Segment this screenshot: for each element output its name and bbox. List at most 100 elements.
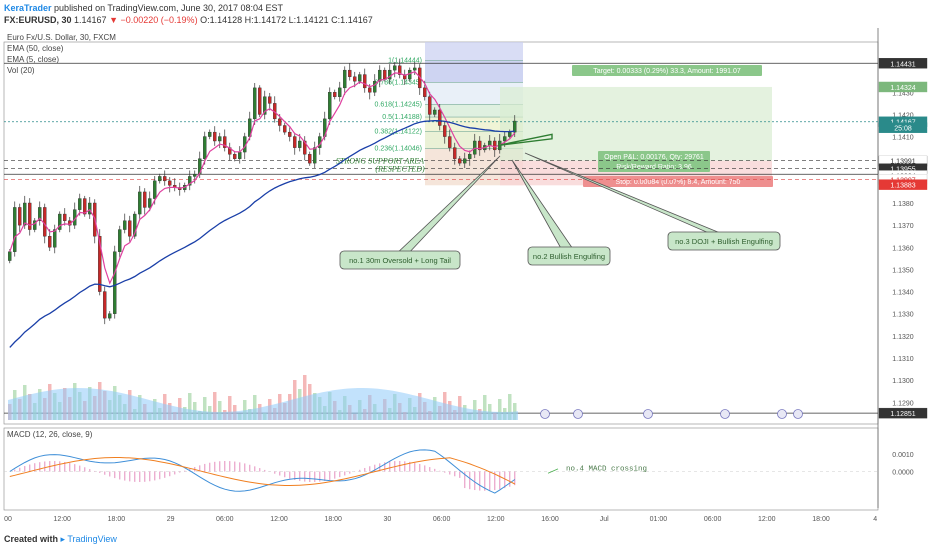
candle-body xyxy=(393,65,397,71)
candle-body xyxy=(353,76,357,82)
fib-level-label: 0.236(1.14046) xyxy=(375,146,422,153)
x-tick-label: 00 xyxy=(4,516,12,523)
legend-volume[interactable]: Vol (20) xyxy=(7,66,35,75)
volume-bar xyxy=(228,396,232,420)
volume-bar xyxy=(253,395,257,420)
price-axis-label: 1.13955 xyxy=(890,167,915,174)
y-tick-label: 1.1310 xyxy=(892,356,914,363)
candle-body xyxy=(118,229,122,252)
callout-box xyxy=(339,250,461,270)
macd-y-tick: 0.0010 xyxy=(892,452,914,459)
candle-body xyxy=(113,251,117,314)
candle-body xyxy=(103,291,107,319)
fib-zone xyxy=(425,60,523,83)
candle-body xyxy=(88,202,92,215)
x-tick-label: 06:00 xyxy=(216,516,234,523)
price-axis-label-bg xyxy=(878,122,928,133)
x-tick-label: 4 xyxy=(873,516,877,523)
y-tick-label: 1.1370 xyxy=(892,223,914,230)
y-tick-label: 1.1290 xyxy=(892,400,914,407)
x-tick-label: 12:00 xyxy=(53,516,71,523)
candle-body xyxy=(478,140,482,151)
candle-body xyxy=(148,198,152,208)
candle-body xyxy=(368,87,372,93)
candle-body xyxy=(398,65,402,75)
price-axis-label: 1.14324 xyxy=(890,85,915,92)
x-tick-label: 18:00 xyxy=(812,516,830,523)
macd-y-tick: 0.0000 xyxy=(892,470,914,477)
candle-body xyxy=(373,81,377,93)
callout-box xyxy=(527,246,611,266)
candle-body xyxy=(8,251,12,261)
author-name[interactable]: KeraTrader xyxy=(4,3,52,13)
target-label-bg xyxy=(572,65,762,76)
candle-body xyxy=(203,136,207,159)
economic-event-icon xyxy=(540,409,550,419)
fib-level-label: 0.618(1.14245) xyxy=(375,101,422,108)
ema5-line xyxy=(9,70,516,285)
price-axis-label: 1.14431 xyxy=(890,61,915,68)
candle-body xyxy=(143,191,147,208)
candle-body xyxy=(328,92,332,120)
target-label: Target: 0.00333 (0.29%) 33.3, Amount: 19… xyxy=(593,68,741,75)
legend-ema5[interactable]: EMA (5, close) xyxy=(7,55,60,64)
candle-body xyxy=(123,220,127,230)
candle-body xyxy=(388,69,392,80)
callout-text: no.3 DOJI + Bullish Engulfing xyxy=(675,237,773,246)
candle-body xyxy=(258,87,262,115)
x-tick-label: 30 xyxy=(384,516,392,523)
price-axis-label: 1.13991 xyxy=(890,159,915,166)
volume-bar xyxy=(213,392,217,420)
y-tick-label: 1.1430 xyxy=(892,90,914,97)
y-tick-label: 1.1330 xyxy=(892,312,914,319)
y-tick-label: 1.1350 xyxy=(892,267,914,274)
support-label: STRONG SUPPORT AREA xyxy=(336,157,424,166)
candle-body xyxy=(293,136,297,148)
candle-body xyxy=(288,131,292,137)
tradingview-logo[interactable]: ▸ TradingView xyxy=(60,534,117,544)
economic-event-icon xyxy=(720,409,730,419)
symbol-label: FX:EURUSD, 30 xyxy=(4,15,72,25)
macd-annotation: no.4 MACD crossing xyxy=(566,466,647,474)
fib-level-label: 0.786(1.14345) xyxy=(375,79,422,86)
chart-canvas[interactable]: 1.14301.14201.14101.14001.13901.13801.13… xyxy=(0,28,932,533)
stop-label: Stop: 0.00084 (0.07%) 8.4, Amount: 750 xyxy=(616,179,741,186)
economic-event-icon xyxy=(793,409,803,419)
x-tick-label: 16:00 xyxy=(541,516,559,523)
callout-text: no.2 Bullish Engulfing xyxy=(533,252,605,261)
signal-line xyxy=(9,457,516,486)
published-text: published on TradingView.com, June 30, 2… xyxy=(54,3,284,13)
candle-body xyxy=(278,118,282,126)
candle-body xyxy=(218,136,222,142)
price-axis-label-bg xyxy=(878,58,928,69)
x-tick-label: 01:00 xyxy=(650,516,668,523)
candle-body xyxy=(303,140,307,155)
candle-body xyxy=(108,313,112,319)
candle-body xyxy=(423,87,427,97)
legend-ema50[interactable]: EMA (50, close) xyxy=(7,44,64,53)
economic-event-icon xyxy=(777,409,787,419)
candle-body xyxy=(128,220,132,237)
tradingview-brand: TradingView xyxy=(67,534,117,544)
candle-body xyxy=(53,229,57,248)
legend-macd[interactable]: MACD (12, 26, close, 9) xyxy=(7,430,93,439)
candle-body xyxy=(313,147,317,164)
candle-body xyxy=(488,140,492,146)
macd-arrow xyxy=(547,468,559,474)
y-tick-label: 1.1380 xyxy=(892,201,914,208)
macd-line xyxy=(9,449,516,494)
fib-top-zone xyxy=(425,42,523,61)
candle-body xyxy=(333,92,337,97)
candle-body xyxy=(188,176,192,186)
x-tick-label: 06:00 xyxy=(704,516,722,523)
fib-level-label: 0.382(1.14122) xyxy=(375,129,422,136)
x-tick-label: 06:00 xyxy=(433,516,451,523)
ohlc-values: O:1.14128 H:1.14172 L:1.14121 C:1.14167 xyxy=(200,15,373,25)
candle-body xyxy=(338,87,342,97)
legend-instrument: Euro Fx/U.S. Dollar, 30, FXCM xyxy=(7,33,116,42)
candle-body xyxy=(158,176,162,182)
fib-zone xyxy=(425,104,523,118)
candle-body xyxy=(448,136,452,148)
candle-body xyxy=(443,125,447,137)
candle-body xyxy=(163,176,167,182)
